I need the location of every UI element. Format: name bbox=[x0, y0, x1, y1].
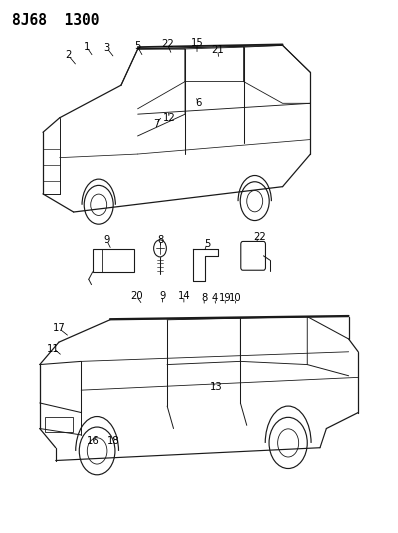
Text: 8: 8 bbox=[157, 235, 164, 245]
Text: 7: 7 bbox=[153, 119, 159, 128]
Text: 19: 19 bbox=[219, 294, 232, 303]
Text: 5: 5 bbox=[204, 239, 210, 248]
Text: 9: 9 bbox=[103, 236, 110, 245]
Text: 20: 20 bbox=[130, 291, 142, 301]
Text: 8: 8 bbox=[201, 294, 207, 303]
Text: 3: 3 bbox=[103, 43, 110, 53]
Text: 10: 10 bbox=[229, 294, 242, 303]
Text: 16: 16 bbox=[87, 436, 100, 446]
Text: 18: 18 bbox=[107, 436, 120, 446]
Bar bbox=[93, 249, 134, 272]
Text: 6: 6 bbox=[195, 99, 201, 108]
Text: 1: 1 bbox=[84, 42, 90, 52]
Text: 22: 22 bbox=[253, 232, 266, 241]
Text: 21: 21 bbox=[211, 45, 224, 55]
Text: 2: 2 bbox=[65, 51, 72, 60]
Text: 13: 13 bbox=[209, 383, 222, 392]
Bar bbox=[45, 417, 73, 432]
Text: 11: 11 bbox=[47, 344, 60, 353]
Text: 5: 5 bbox=[134, 42, 140, 51]
Text: 14: 14 bbox=[178, 291, 190, 301]
Text: 12: 12 bbox=[163, 114, 176, 123]
Text: 17: 17 bbox=[53, 324, 65, 333]
Text: 4: 4 bbox=[212, 294, 218, 303]
Text: 15: 15 bbox=[191, 38, 203, 47]
Text: 8J68  1300: 8J68 1300 bbox=[12, 13, 100, 28]
Text: 9: 9 bbox=[159, 291, 166, 301]
Text: 22: 22 bbox=[161, 39, 174, 49]
